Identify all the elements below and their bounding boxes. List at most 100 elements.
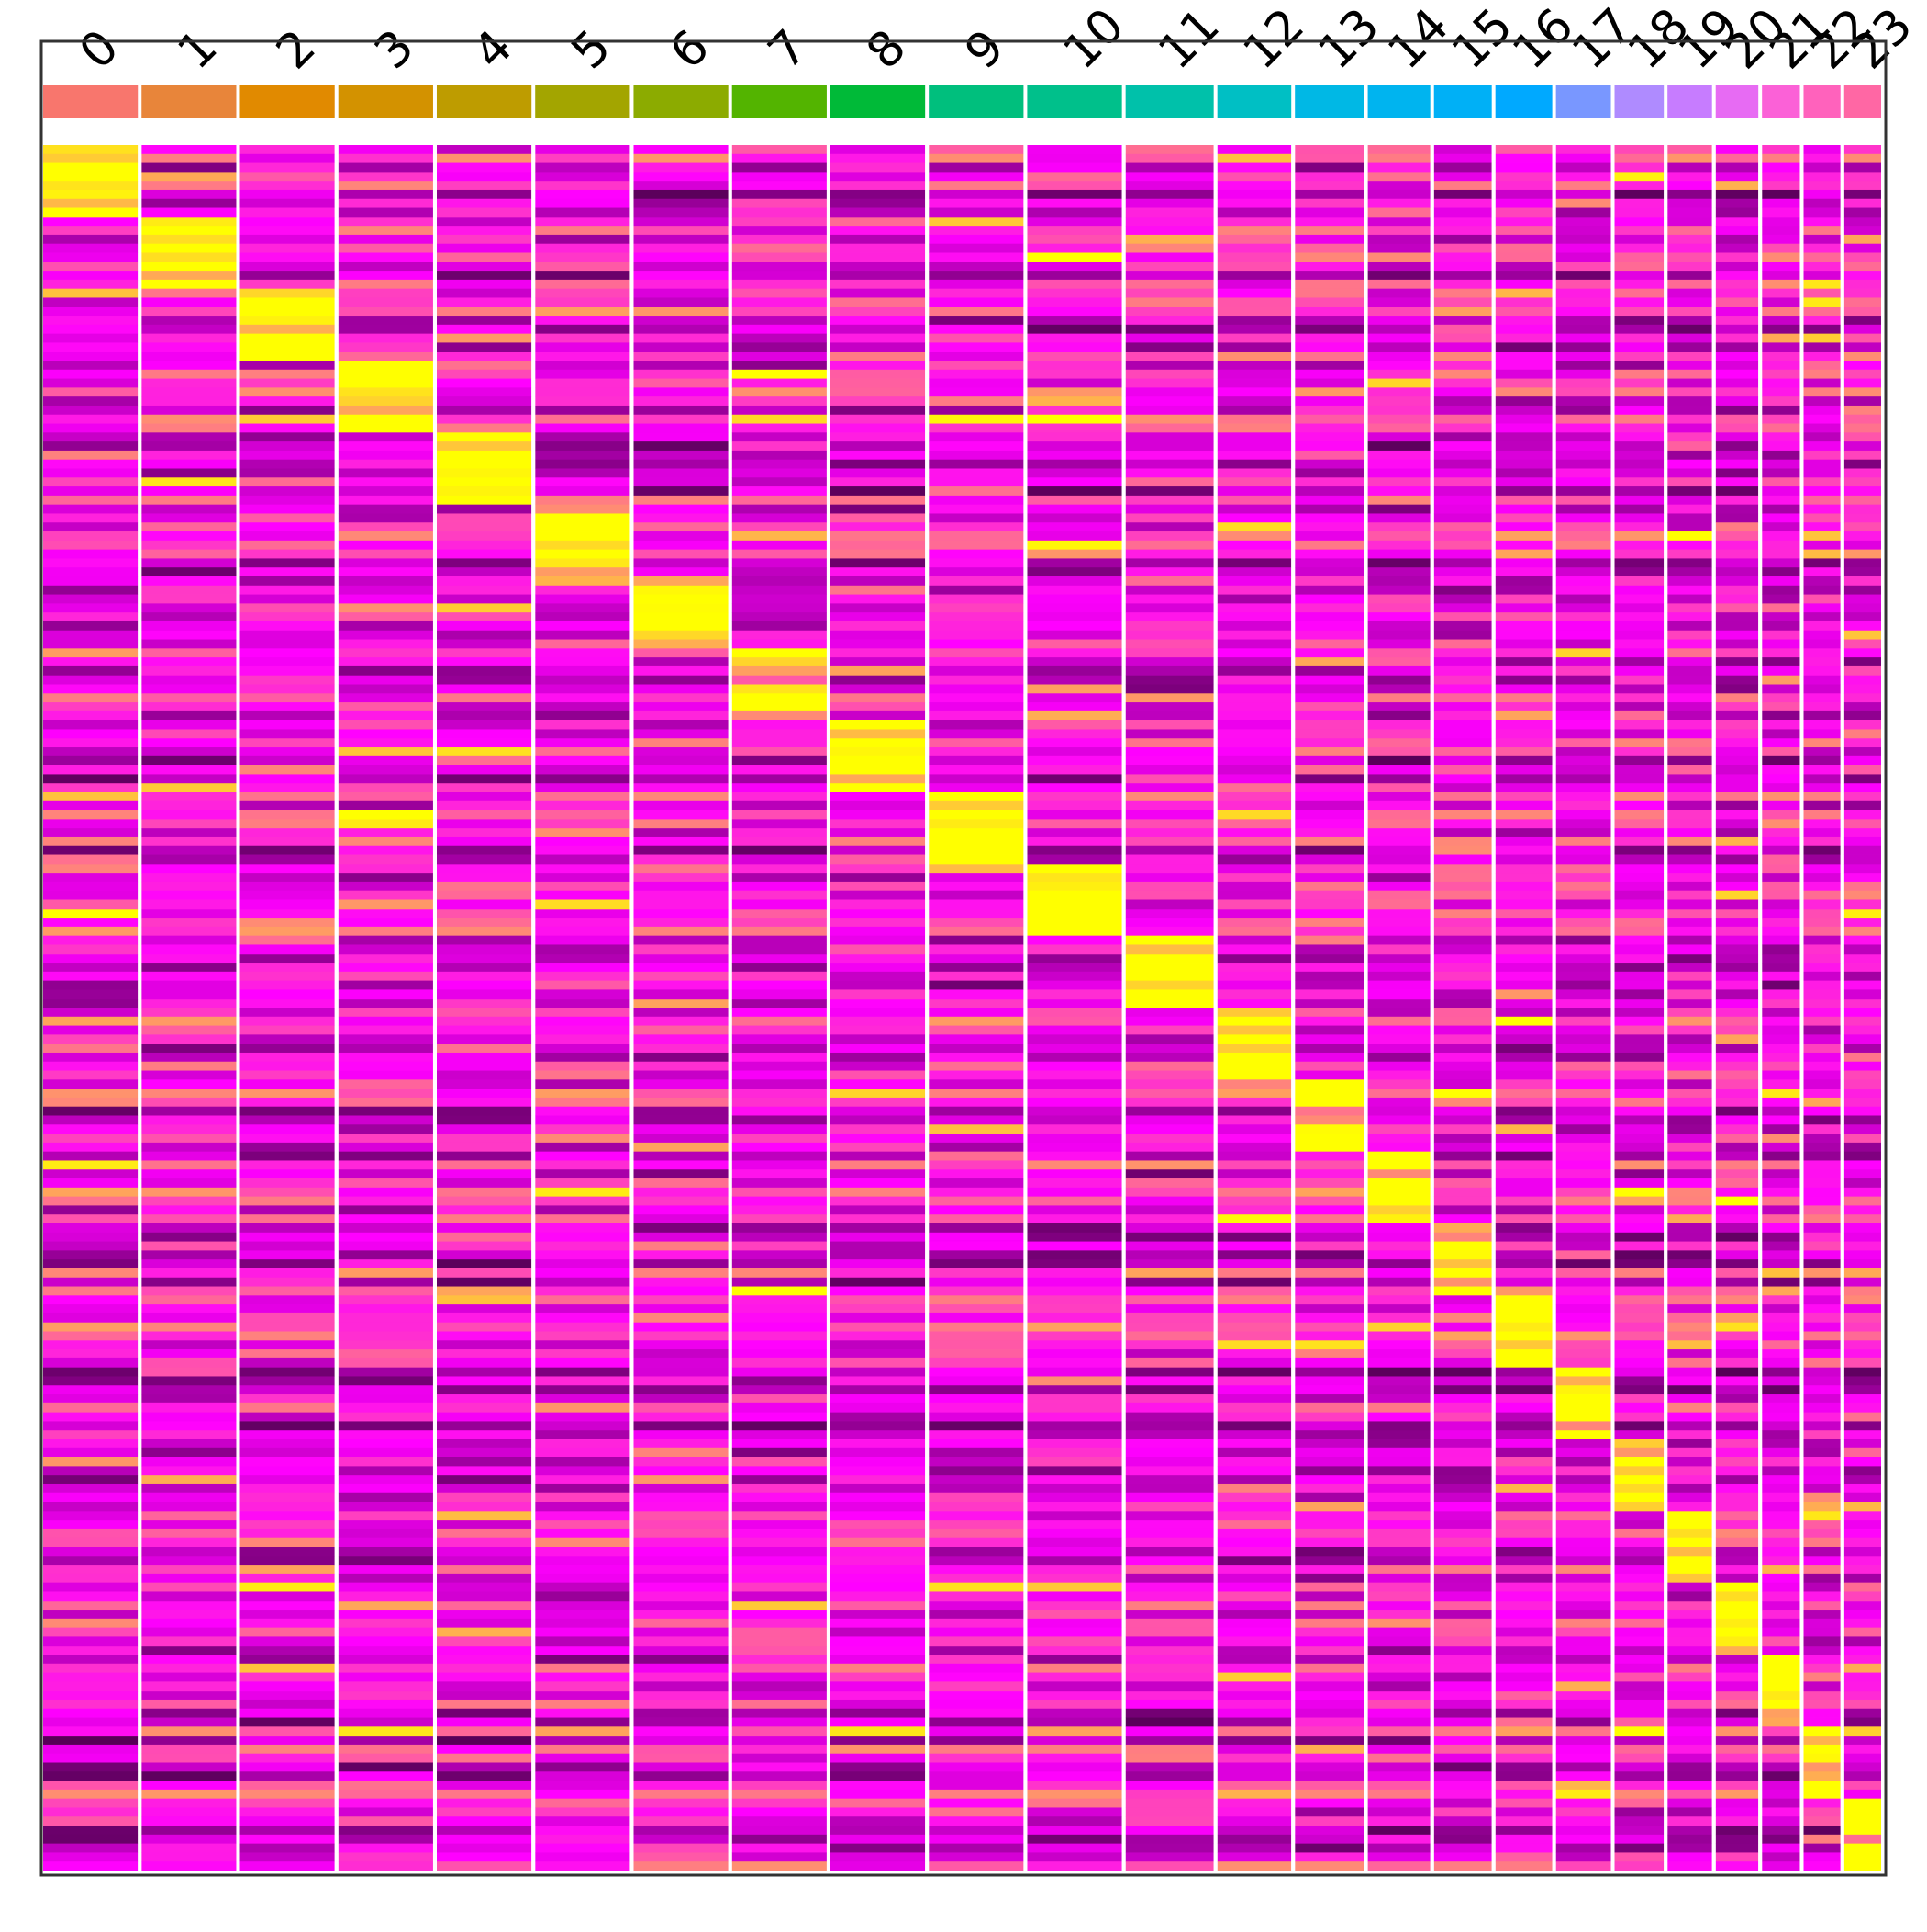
heatmap-cell [1762, 792, 1800, 802]
cluster-separator [1291, 145, 1296, 1871]
heatmap-cell [436, 459, 532, 469]
heatmap-cell [239, 558, 335, 568]
heatmap-cell [1614, 1457, 1665, 1467]
heatmap-cell [929, 1439, 1024, 1449]
heatmap-cell [1495, 1089, 1553, 1099]
heatmap-cell [633, 1394, 729, 1404]
heatmap-cell [830, 1699, 926, 1710]
heatmap-cell [43, 836, 139, 847]
heatmap-cell [830, 153, 926, 163]
heatmap-cell [633, 1646, 729, 1656]
heatmap-cell [239, 1655, 335, 1665]
heatmap-cell [1843, 585, 1881, 595]
heatmap-cell [1762, 1636, 1800, 1647]
heatmap-cell [43, 414, 139, 424]
heatmap-cell [535, 531, 630, 542]
heatmap-cell [731, 864, 827, 874]
heatmap-cell [830, 279, 926, 290]
heatmap-cell [1495, 352, 1553, 362]
heatmap-cell [1433, 1286, 1492, 1296]
heatmap-cell [141, 271, 237, 281]
heatmap-cell [1367, 1394, 1431, 1404]
heatmap-cell [929, 999, 1024, 1009]
heatmap-cell [141, 1376, 237, 1386]
heatmap-cell [731, 162, 827, 173]
heatmap-cell [633, 1430, 729, 1440]
heatmap-cell [1027, 396, 1122, 407]
heatmap-cell [731, 1547, 827, 1557]
heatmap-cell [436, 405, 532, 416]
heatmap-cell [239, 1295, 335, 1305]
heatmap-cell [1367, 271, 1431, 281]
heatmap-cell [1715, 1717, 1759, 1727]
heatmap-cell [1555, 361, 1611, 371]
heatmap-cell [1295, 1502, 1364, 1512]
heatmap-cell [1433, 1295, 1492, 1305]
heatmap-cell [1495, 836, 1553, 847]
heatmap-cell [1667, 1322, 1712, 1332]
heatmap-cell [338, 1672, 433, 1682]
heatmap-cell [830, 1708, 926, 1718]
heatmap-cell [1433, 1672, 1492, 1682]
heatmap-cell [731, 198, 827, 208]
heatmap-cell [929, 1349, 1024, 1359]
heatmap-cell [239, 810, 335, 820]
heatmap-cell [1762, 162, 1800, 173]
heatmap-cell [436, 441, 532, 452]
heatmap-cell [1125, 729, 1214, 739]
heatmap-cell [1555, 486, 1611, 497]
heatmap-cell [1667, 1663, 1712, 1673]
heatmap-cell [830, 918, 926, 928]
heatmap-cell [535, 1781, 630, 1791]
heatmap-cell [1495, 495, 1553, 506]
heatmap-cell [1803, 162, 1841, 173]
heatmap-cell [1495, 324, 1553, 335]
heatmap-cell [141, 909, 237, 919]
heatmap-cell [1762, 612, 1800, 622]
heatmap-cell [43, 684, 139, 694]
heatmap-cell [338, 1483, 433, 1494]
heatmap-cell [436, 702, 532, 712]
heatmap-cell [1614, 414, 1665, 424]
heatmap-cell [1762, 297, 1800, 307]
heatmap-cell [1125, 1421, 1214, 1431]
heatmap-cell [535, 935, 630, 945]
heatmap-cell [1027, 1483, 1122, 1494]
heatmap-cell [436, 1816, 532, 1826]
heatmap-cell [239, 665, 335, 676]
heatmap-cell [1555, 333, 1611, 343]
heatmap-cell [1667, 1312, 1712, 1323]
cluster-separator [138, 145, 142, 1871]
heatmap-cell [1125, 234, 1214, 245]
heatmap-cell [1367, 1286, 1431, 1296]
heatmap-cell [1367, 1663, 1431, 1673]
heatmap-cell [1614, 387, 1665, 397]
heatmap-cell [1555, 181, 1611, 191]
heatmap-cell [731, 468, 827, 478]
heatmap-cell [1433, 1016, 1492, 1026]
heatmap-cell [1715, 828, 1759, 838]
heatmap-cell [338, 1205, 433, 1215]
heatmap-cell [830, 477, 926, 487]
heatmap-cell [1367, 1357, 1431, 1368]
heatmap-cell [1495, 1169, 1553, 1179]
heatmap-cell [1433, 1169, 1492, 1179]
heatmap-cell [1295, 576, 1364, 586]
heatmap-cell [1667, 468, 1712, 478]
heatmap-cell [1295, 1331, 1364, 1341]
heatmap-cell [43, 396, 139, 407]
heatmap-cell [633, 1106, 729, 1116]
heatmap-cell [239, 630, 335, 640]
heatmap-cell [1433, 361, 1492, 371]
heatmap-cell [1217, 1349, 1292, 1359]
heatmap-cell [43, 495, 139, 506]
heatmap-cell [633, 1681, 729, 1692]
heatmap-cell [1715, 1142, 1759, 1153]
heatmap-cell [1667, 1034, 1712, 1044]
heatmap-cell [830, 243, 926, 253]
heatmap-cell [141, 1843, 237, 1853]
heatmap-cell [731, 414, 827, 424]
heatmap-cell [1614, 1196, 1665, 1206]
heatmap-cell [1125, 819, 1214, 829]
heatmap-cell [1555, 1367, 1611, 1377]
